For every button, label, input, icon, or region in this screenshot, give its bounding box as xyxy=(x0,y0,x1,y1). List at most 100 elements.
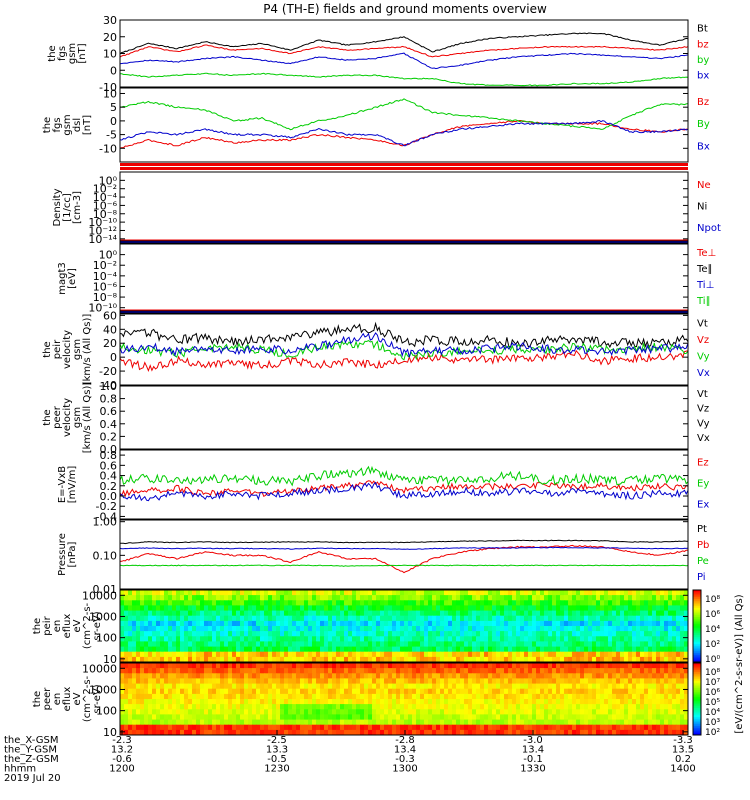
heatmap-cell xyxy=(500,663,505,669)
heatmap-cell xyxy=(684,729,688,735)
heatmap-cell xyxy=(564,673,569,679)
heatmap-cell xyxy=(308,651,313,658)
heatmap-cell xyxy=(372,605,377,612)
heatmap-cell xyxy=(424,646,429,653)
heatmap-cell xyxy=(392,704,397,710)
heatmap-cell xyxy=(604,709,609,715)
heatmap-cell xyxy=(412,673,417,679)
series-Pb xyxy=(120,544,688,574)
heatmap-cell xyxy=(536,709,541,715)
heatmap-cell xyxy=(428,656,433,662)
heatmap-cell xyxy=(672,590,677,596)
heatmap-cell xyxy=(228,719,233,726)
heatmap-cell xyxy=(572,724,577,731)
heatmap-cell xyxy=(588,651,593,658)
heatmap-cell xyxy=(188,610,193,617)
heatmap-cell xyxy=(572,641,577,648)
heatmap-cell xyxy=(500,699,505,705)
heatmap-cell xyxy=(628,714,633,721)
heatmap-cell xyxy=(660,673,665,679)
heatmap-cell xyxy=(376,714,381,721)
heatmap-cell xyxy=(176,646,181,653)
heatmap-cell xyxy=(536,719,541,726)
heatmap-cell xyxy=(488,610,493,617)
heatmap-cell xyxy=(240,646,245,653)
colorbar-cell xyxy=(693,599,701,602)
heatmap-cell xyxy=(208,656,213,662)
heatmap-cell xyxy=(304,688,309,695)
flag-bar xyxy=(120,163,688,166)
heatmap-cell xyxy=(572,688,577,695)
heatmap-cell xyxy=(256,631,261,637)
heatmap-cell xyxy=(448,615,453,622)
heatmap-cell xyxy=(292,729,297,735)
heatmap-cell xyxy=(256,709,261,715)
heatmap-cell xyxy=(616,620,621,627)
heatmap-cell xyxy=(588,600,593,606)
heatmap-cell xyxy=(292,641,297,648)
heatmap-cell xyxy=(684,688,688,695)
colorbar-tick-label: 10⁴ xyxy=(705,708,720,718)
heatmap-cell xyxy=(344,646,349,653)
heatmap-cell xyxy=(180,656,185,662)
heatmap-cell xyxy=(456,719,461,726)
heatmap-cell xyxy=(168,729,173,735)
heatmap-cell xyxy=(136,693,141,700)
heatmap-cell xyxy=(220,656,225,662)
heatmap-cell xyxy=(604,729,609,735)
heatmap-cell xyxy=(424,590,429,596)
heatmap-cell xyxy=(604,651,609,658)
heatmap-cell xyxy=(332,641,337,648)
x-row-label: hhmm xyxy=(4,764,36,775)
heatmap-cell xyxy=(444,590,449,596)
heatmap-cell xyxy=(636,714,641,721)
colorbar-cell xyxy=(693,664,701,668)
heatmap-cell xyxy=(360,590,365,596)
heatmap-cell xyxy=(532,636,537,642)
heatmap-cell xyxy=(168,673,173,679)
heatmap-cell xyxy=(260,693,265,700)
heatmap-cell xyxy=(504,631,509,637)
heatmap-cell xyxy=(332,663,337,669)
heatmap-cell xyxy=(652,704,657,710)
heatmap-cell xyxy=(652,714,657,721)
heatmap-cell xyxy=(140,668,145,674)
heatmap-cell xyxy=(484,668,489,674)
heatmap-cell xyxy=(188,631,193,637)
heatmap-cell xyxy=(568,626,573,632)
heatmap-cell xyxy=(204,724,209,731)
heatmap-cell xyxy=(496,668,501,674)
heatmap-cell xyxy=(492,663,497,669)
heatmap-cell xyxy=(228,688,233,695)
heatmap-cell xyxy=(204,620,209,627)
heatmap-cell xyxy=(228,636,233,642)
heatmap-cell xyxy=(420,699,425,705)
heatmap-cell xyxy=(204,709,209,715)
heatmap-cell xyxy=(376,678,381,685)
heatmap-cell xyxy=(480,626,485,632)
heatmap-cell xyxy=(204,610,209,617)
heatmap-cell xyxy=(556,688,561,695)
heatmap-cell xyxy=(468,688,473,695)
heatmap-cell xyxy=(128,590,133,596)
heatmap-cell xyxy=(232,699,237,705)
heatmap-cell xyxy=(640,688,645,695)
heatmap-cell xyxy=(508,719,513,726)
heatmap-cell xyxy=(312,673,317,679)
heatmap-cell xyxy=(552,620,557,627)
heatmap-cell xyxy=(412,724,417,731)
heatmap-cell xyxy=(464,626,469,632)
x-tick-label: 0.2 xyxy=(675,754,691,765)
heatmap-cell xyxy=(568,610,573,617)
heatmap-cell xyxy=(512,631,517,637)
heatmap-cell xyxy=(348,663,353,669)
heatmap-cell xyxy=(304,636,309,642)
heatmap-cell xyxy=(560,590,565,596)
heatmap-cell xyxy=(508,600,513,606)
heatmap-cell xyxy=(540,704,545,710)
heatmap-cell xyxy=(436,729,441,735)
heatmap-cell xyxy=(540,699,545,705)
heatmap-cell xyxy=(144,719,149,726)
heatmap-cell xyxy=(352,646,357,653)
heatmap-cell xyxy=(200,688,205,695)
